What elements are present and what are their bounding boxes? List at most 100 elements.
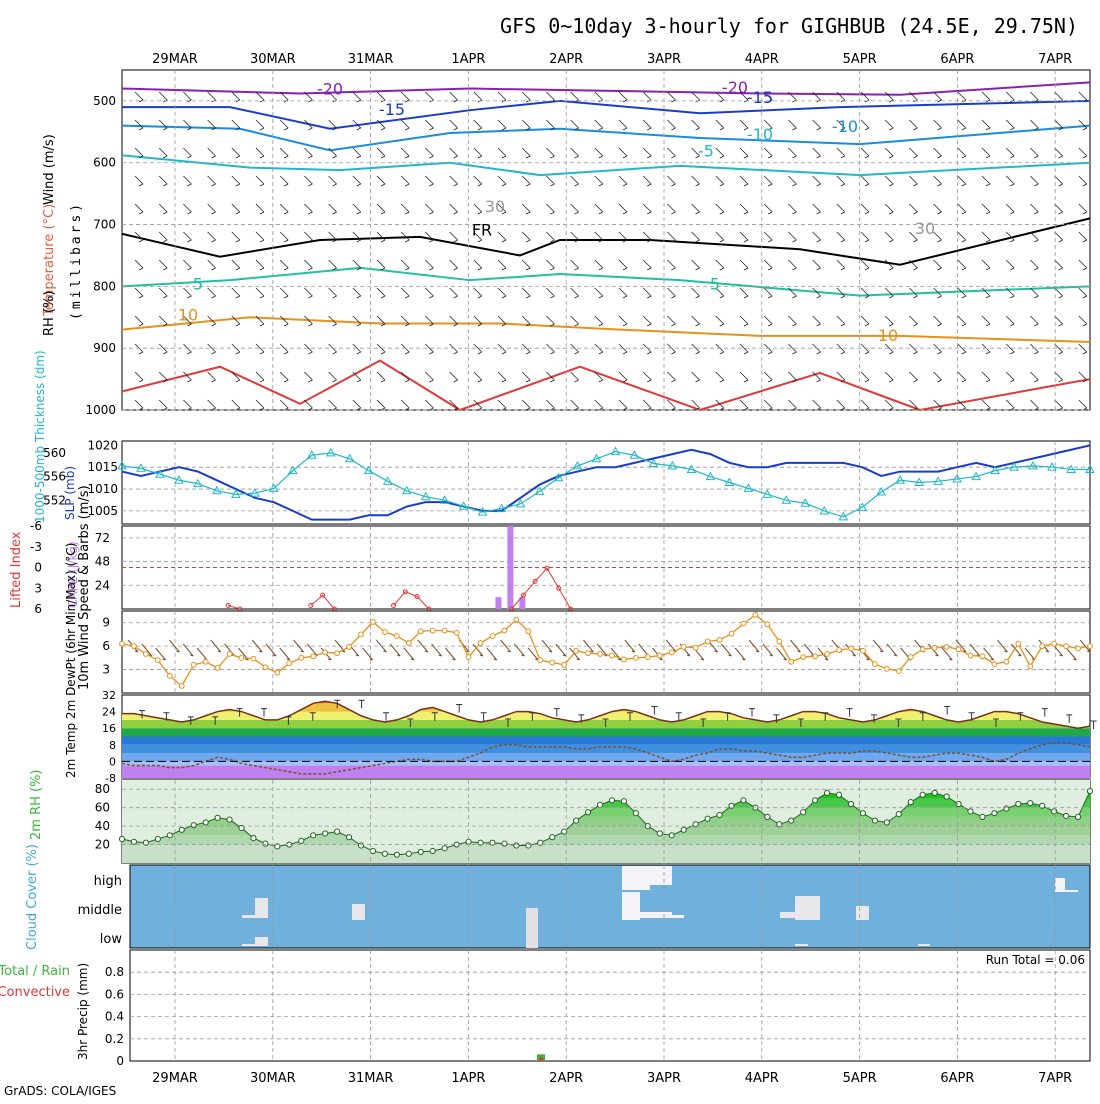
wind-barb <box>667 371 676 383</box>
wind-barb <box>497 371 507 383</box>
temperature-axis: 32 24 16 8 0 -8 <box>102 689 116 785</box>
wind10m-speed-marker <box>549 659 556 666</box>
wind10m-speed-marker <box>895 668 902 675</box>
lifted-index-axis-label: Lifted Index <box>9 531 24 608</box>
thickness-marker <box>231 489 241 498</box>
thickness-marker <box>876 486 887 496</box>
wind-barb <box>134 231 144 243</box>
wind-barb <box>158 147 168 159</box>
contour-label: 5 <box>193 274 203 293</box>
wind10m-speed-marker <box>752 612 759 618</box>
wind-barb <box>400 175 410 187</box>
thickness-tick: 556 <box>43 470 66 484</box>
wind-barb <box>957 343 967 355</box>
wind-barb <box>1054 259 1063 271</box>
wind-barb <box>400 287 410 299</box>
thickness-marker <box>705 471 716 481</box>
wind10m-speed-marker <box>1051 640 1058 647</box>
wind-barb <box>376 371 386 383</box>
wind-barb <box>449 147 458 159</box>
wind-barb <box>691 203 700 215</box>
temperature-contour <box>121 359 1091 412</box>
cloud-block <box>1065 890 1078 892</box>
wind-barb <box>860 371 870 383</box>
rh-marker <box>537 839 544 846</box>
rh-marker <box>608 797 616 804</box>
rh-marker <box>118 835 126 843</box>
wind-barb <box>788 119 797 131</box>
wind-barb <box>376 119 386 131</box>
rh-axis-label: RH (%) <box>42 291 57 336</box>
wind-barb <box>304 371 313 383</box>
rh-marker <box>274 843 281 850</box>
wind10m-speed-marker <box>716 636 723 643</box>
wind-barb <box>449 315 458 327</box>
wind10m-barb <box>872 639 884 653</box>
wind-barb <box>304 259 313 271</box>
rh-marker <box>369 847 377 855</box>
rh-marker <box>178 826 185 833</box>
wind-barb <box>667 91 676 103</box>
wind-barb <box>231 175 241 187</box>
minmax-marker <box>1041 708 1048 717</box>
thickness-marker <box>534 486 545 495</box>
rh-marker <box>931 789 938 797</box>
wind-barb <box>473 371 483 383</box>
wind10m-tick: 9 <box>102 616 110 630</box>
precip-convective-bar <box>539 1057 543 1061</box>
wind-barb <box>546 203 555 215</box>
minmax-marker <box>871 714 877 723</box>
wind-barb <box>981 147 991 159</box>
wind-barb <box>570 203 579 215</box>
contour-label: 30 <box>915 219 935 238</box>
wind-barb <box>158 399 168 411</box>
wind-barb <box>739 259 749 271</box>
wind-barb <box>860 287 870 299</box>
cloud-block <box>622 866 650 890</box>
wind-barb <box>570 287 579 299</box>
wind-barb <box>618 175 628 187</box>
wind-barb <box>134 371 144 383</box>
wind-barb <box>715 371 725 383</box>
precip-bars <box>537 1054 545 1061</box>
wind-barb <box>158 175 168 187</box>
wind-barb <box>158 203 168 215</box>
wind-barb <box>207 259 216 271</box>
thickness-tick: 552 <box>43 493 66 507</box>
wind10m-speed-marker <box>609 652 615 659</box>
wind-barb <box>352 175 362 187</box>
wind-barb <box>836 119 846 131</box>
wind-barb <box>909 315 918 327</box>
wind-barb <box>521 315 531 327</box>
wind10m-speed-marker <box>489 633 496 639</box>
temperature-contour <box>121 124 1091 152</box>
wind-barb <box>836 287 846 299</box>
wind-barb <box>497 147 507 159</box>
rh-marker <box>704 815 711 822</box>
wind-barb <box>691 231 700 243</box>
wind10m-axis-label: 10m Wind Speed & Barbs (m/s) <box>77 485 92 690</box>
wind-barb <box>691 119 700 131</box>
thickness-marker <box>990 465 1000 475</box>
bottom-date-label: 3APR <box>647 1071 681 1086</box>
wind-barb <box>158 119 168 131</box>
cloud-cover-panel: high middle low Cloud Cover (%) <box>25 844 1091 950</box>
wind-barb <box>521 343 531 355</box>
wind-barb <box>1030 259 1039 271</box>
rh-marker <box>692 821 699 828</box>
rh-marker <box>549 834 556 841</box>
thickness-marker <box>933 476 944 485</box>
temperature-band <box>122 736 1090 745</box>
slp-tick: 1005 <box>87 504 118 518</box>
wind-barb <box>763 203 773 215</box>
wind-barb <box>763 147 773 159</box>
wind10m-barb <box>376 639 387 653</box>
wind-barb <box>352 119 362 131</box>
pressure-tick: 1000 <box>85 403 116 417</box>
credit-text: GrADS: COLA/IGES <box>4 1084 116 1098</box>
wind-barb <box>473 175 483 187</box>
rh-tick: 40 <box>95 819 110 833</box>
pressure-axis: 500 600 700 800 900 1000 <box>85 94 116 417</box>
wind10m-speed-marker <box>931 644 938 651</box>
wind10m-barb <box>997 639 1008 653</box>
